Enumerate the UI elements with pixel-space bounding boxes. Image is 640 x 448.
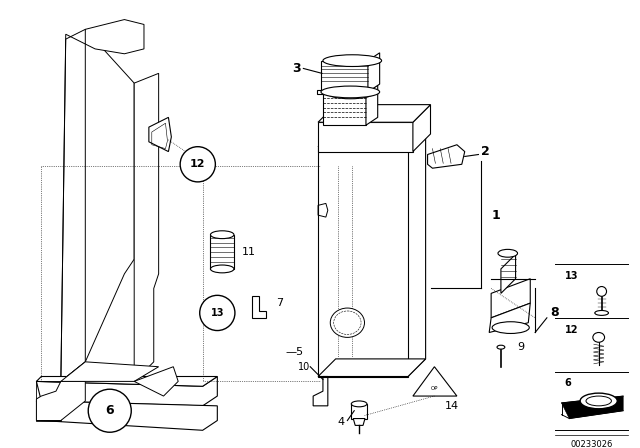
Text: —5: —5 [286,347,304,357]
Polygon shape [318,122,413,151]
Polygon shape [61,29,134,381]
Polygon shape [318,146,408,376]
Polygon shape [428,145,465,168]
Text: 7: 7 [276,298,283,308]
Ellipse shape [211,231,234,239]
Text: 12: 12 [564,324,578,335]
Polygon shape [134,73,159,381]
Ellipse shape [330,308,365,337]
Circle shape [88,389,131,432]
Polygon shape [134,367,178,396]
Ellipse shape [327,87,374,99]
Polygon shape [149,117,172,151]
Polygon shape [351,404,367,418]
Text: 2: 2 [481,145,490,158]
Polygon shape [489,303,531,332]
Polygon shape [318,105,431,122]
Polygon shape [408,129,426,376]
Polygon shape [318,359,426,376]
Text: 14: 14 [445,401,459,411]
Polygon shape [318,129,426,146]
Ellipse shape [211,265,234,273]
Polygon shape [491,279,531,318]
Polygon shape [501,254,516,293]
Polygon shape [61,362,159,381]
Polygon shape [317,90,372,94]
Text: 8: 8 [550,306,559,319]
Ellipse shape [580,393,618,409]
Text: 3: 3 [292,62,300,75]
Ellipse shape [595,310,609,315]
Text: 10: 10 [298,362,310,372]
Text: 4: 4 [337,418,344,427]
Text: 13: 13 [211,308,224,318]
Circle shape [180,146,216,182]
Ellipse shape [497,345,505,349]
Text: 9: 9 [517,342,524,352]
Text: 11: 11 [242,247,256,257]
Circle shape [200,295,235,331]
Polygon shape [321,60,368,92]
Polygon shape [36,381,85,421]
Ellipse shape [323,55,381,66]
Text: 12: 12 [190,159,205,169]
Polygon shape [561,396,623,418]
Polygon shape [413,105,431,151]
Polygon shape [368,53,380,92]
Polygon shape [36,376,218,386]
Polygon shape [36,376,218,406]
Text: 1: 1 [491,209,500,222]
Polygon shape [366,85,378,125]
Text: 13: 13 [564,271,578,281]
Ellipse shape [593,332,605,342]
Text: 00233026: 00233026 [570,440,612,448]
Polygon shape [323,93,366,125]
Polygon shape [353,418,365,426]
Ellipse shape [596,287,607,296]
Text: 6: 6 [564,379,572,388]
Polygon shape [36,401,218,430]
Ellipse shape [498,250,518,257]
Text: 6: 6 [106,404,114,417]
Ellipse shape [321,86,380,98]
Ellipse shape [351,401,367,407]
Ellipse shape [492,322,529,333]
Polygon shape [85,20,144,54]
Ellipse shape [586,396,611,406]
Polygon shape [413,367,457,396]
Text: OP: OP [431,386,438,391]
